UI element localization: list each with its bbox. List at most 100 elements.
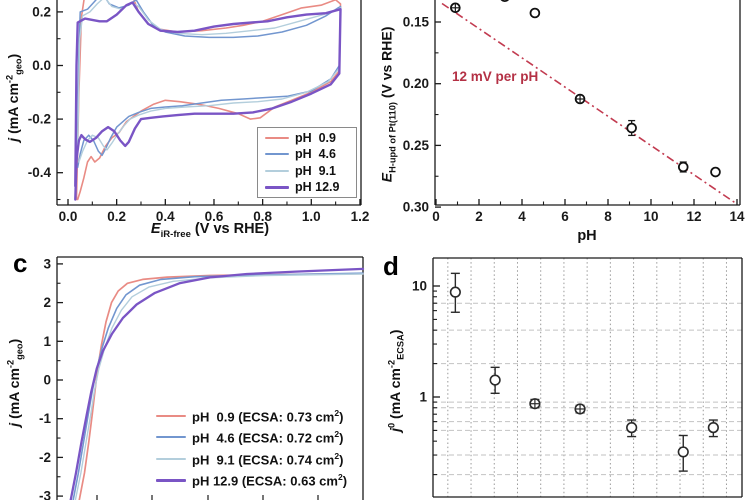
panel-d: 10 1 bbox=[412, 257, 743, 498]
y-tick-label: 0.25 bbox=[403, 138, 430, 153]
text-part: ) bbox=[342, 473, 348, 489]
text-part: ) bbox=[4, 53, 21, 59]
legend-line-swatch bbox=[265, 136, 289, 139]
text-part: (V vs RHE) bbox=[190, 221, 270, 237]
x-tick-label: 12 bbox=[686, 209, 701, 224]
x-tick-label: 0.2 bbox=[107, 209, 126, 224]
legend-line-swatch bbox=[156, 457, 186, 460]
text-part: geo bbox=[14, 343, 25, 360]
y-tick-label: 0.20 bbox=[403, 76, 429, 91]
polarization-curve-ph-12.9 bbox=[69, 267, 365, 500]
text-part: ) bbox=[339, 430, 344, 446]
slope-annotation: 12 mV per pH bbox=[452, 69, 539, 84]
x-tick-label: 0.0 bbox=[59, 209, 78, 224]
panel-a: 0.0 0.2 0.4 0.6 0.8 1.0 1.2 0.2 0.0 -0.2 -0.4 bbox=[28, 0, 370, 224]
legend-entry: pH 12.9 (ECSA: 0.63 cm2) bbox=[156, 472, 347, 488]
text-part: pH 4.6 (ECSA: 0.72 cm bbox=[192, 430, 335, 446]
panel-a-legend: pH 0.9 pH 4.6 pH 9.1 pH 12.9 bbox=[257, 127, 357, 198]
text-part: j bbox=[386, 427, 403, 432]
panel-a-y-axis-title: j (mA cm-2geo) bbox=[4, 23, 23, 173]
legend-label: pH 0.9 bbox=[295, 130, 336, 145]
x-tick-label: 0.6 bbox=[205, 209, 224, 224]
panel-d-label: d bbox=[383, 251, 399, 281]
text-part: (mA cm bbox=[5, 368, 22, 423]
text-part: ECSA bbox=[395, 334, 406, 360]
legend-entry: pH 4.6 (ECSA: 0.72 cm2) bbox=[156, 429, 347, 446]
x-tick-label: 2 bbox=[475, 209, 483, 224]
x-tick-label: 4 bbox=[518, 209, 526, 224]
data-point bbox=[626, 122, 637, 134]
y-tick-label: -3 bbox=[39, 489, 51, 500]
legend-label: pH 0.9 (ECSA: 0.73 cm2) bbox=[192, 408, 343, 424]
legend-entry: pH 4.6 bbox=[265, 147, 356, 161]
y-tick-label: 0.15 bbox=[403, 15, 430, 30]
panel-d-y-axis-title: j0 (mA cm-2ECSA) bbox=[386, 291, 405, 471]
x-tick-label: 6 bbox=[561, 209, 569, 224]
text-part: ) bbox=[339, 451, 344, 467]
data-point bbox=[489, 374, 501, 386]
y-tick-label: 3 bbox=[43, 256, 51, 271]
text-part: -2 bbox=[5, 359, 16, 369]
text-part: pH 12.9 (ECSA: 0.63 cm bbox=[192, 473, 338, 489]
polarization-curve-ph-0.9 bbox=[78, 272, 364, 500]
panel-a-curves bbox=[74, 0, 342, 201]
y-tick-label: -0.4 bbox=[28, 165, 52, 180]
text-part: ) bbox=[5, 338, 22, 344]
y-tick-label: 0.0 bbox=[32, 58, 51, 73]
text-part: H-upd of Pt(110) bbox=[387, 102, 398, 173]
panel-c-legend: pH 0.9 (ECSA: 0.73 cm2) pH 4.6 (ECSA: 0.7… bbox=[156, 408, 347, 488]
panel-d-axes: 10 1 bbox=[412, 257, 743, 498]
panel-a-x-axis-title: EiR-free (V vs RHE) bbox=[110, 221, 310, 240]
x-tick-label: 1.0 bbox=[302, 209, 321, 224]
legend-line-swatch bbox=[265, 169, 289, 172]
text-part: ) bbox=[339, 409, 344, 425]
text-part: iR-free bbox=[160, 228, 191, 240]
legend-line-swatch bbox=[265, 185, 289, 189]
data-point bbox=[707, 422, 719, 434]
data-point bbox=[677, 446, 689, 458]
legend-entry: pH 9.1 (ECSA: 0.74 cm2) bbox=[156, 451, 347, 467]
y-tick-label: 1 bbox=[419, 390, 427, 405]
legend-line-swatch bbox=[156, 415, 186, 418]
text-part: 2 bbox=[337, 471, 343, 482]
fit-line bbox=[441, 2, 738, 205]
legend-label: pH 4.6 bbox=[295, 147, 336, 162]
panel-b-x-axis-title: pH bbox=[577, 228, 597, 244]
text-part: (mA cm bbox=[4, 83, 21, 138]
data-point bbox=[500, 0, 509, 3]
y-tick-label: -2 bbox=[39, 450, 51, 465]
data-point bbox=[449, 286, 461, 298]
data-point bbox=[529, 7, 541, 19]
panel-c-curves bbox=[69, 267, 365, 500]
x-tick-label: 1.2 bbox=[351, 209, 370, 224]
y-tick-label: 2 bbox=[43, 295, 51, 310]
data-point bbox=[677, 161, 689, 173]
panel-c: 3 2 1 0 -1 -2 -3 bbox=[39, 256, 365, 500]
y-tick-label: 0 bbox=[43, 373, 51, 388]
legend-entry: pH 0.9 bbox=[265, 131, 356, 145]
text-part: E bbox=[150, 221, 161, 237]
x-tick-label: 0.8 bbox=[253, 209, 272, 224]
legend-line-swatch bbox=[265, 153, 289, 156]
text-part: j bbox=[5, 422, 22, 427]
legend-label: pH 9.1 (ECSA: 0.74 cm2) bbox=[192, 451, 343, 467]
panel-b-points bbox=[450, 0, 721, 178]
panel-c-label: c bbox=[13, 248, 28, 278]
legend-label: pH 12.9 bbox=[295, 180, 340, 195]
data-point bbox=[626, 422, 638, 434]
legend-line-swatch bbox=[156, 478, 186, 482]
text-part: (V vs RHE) bbox=[378, 26, 395, 103]
text-part: -2 bbox=[4, 74, 15, 84]
panel-b-axes: 0 2 4 6 8 10 12 14 0.15 0.20 0.25 0.30 bbox=[403, 0, 745, 224]
legend-label: pH 4.6 (ECSA: 0.72 cm2) bbox=[192, 429, 343, 445]
cv-curve-ph-0.9 bbox=[75, 0, 342, 201]
legend-label: pH 9.1 bbox=[295, 163, 336, 178]
panel-c-y-axis-title: j (mA cm-2geo) bbox=[5, 308, 24, 458]
legend-entry: pH 0.9 (ECSA: 0.73 cm2) bbox=[156, 408, 347, 424]
y-tick-label: -0.2 bbox=[28, 112, 51, 127]
text-part: (mA cm bbox=[386, 368, 403, 423]
text-part: ) bbox=[386, 329, 403, 335]
text-part: pH 0.9 (ECSA: 0.73 cm bbox=[192, 409, 335, 425]
data-point bbox=[710, 166, 721, 178]
